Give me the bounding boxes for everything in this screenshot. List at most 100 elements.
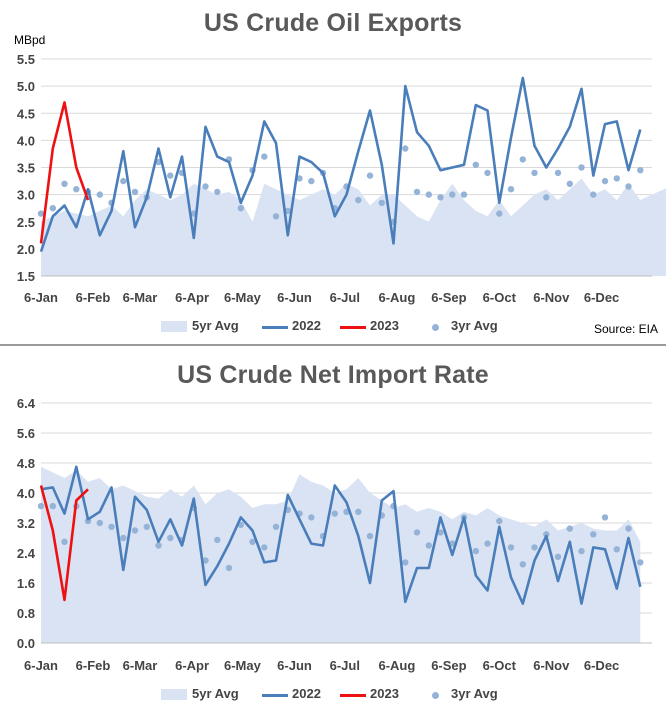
series-point-3yr-avg (402, 145, 409, 152)
x-tick-label: 6-Oct (483, 290, 517, 305)
x-tick-label: 6-Jan (24, 290, 58, 305)
series-point-3yr-avg (378, 199, 385, 206)
y-axis-unit-label: MBpd (14, 33, 46, 47)
y-tick-label: 3.5 (17, 161, 35, 176)
series-point-3yr-avg (73, 186, 80, 193)
x-tick-label: 6-Nov (533, 290, 570, 305)
y-tick-label: 2.4 (17, 546, 36, 561)
legend-swatch-2022 (262, 694, 288, 697)
series-point-3yr-avg (366, 172, 374, 179)
series-point-3yr-avg (425, 191, 432, 198)
series-point-3yr-avg (566, 525, 573, 532)
series-point-3yr-avg (355, 196, 362, 204)
series-point-3yr-avg (601, 514, 609, 521)
series-point-3yr-avg (225, 564, 233, 572)
series-point-3yr-avg (214, 536, 221, 544)
series-point-3yr-avg (601, 177, 609, 185)
x-tick-label: 6-Sep (431, 658, 466, 673)
series-point-3yr-avg (131, 527, 139, 534)
x-tick-label: 6-Apr (175, 658, 209, 673)
x-tick-label: 6-Mar (123, 290, 158, 305)
y-tick-label: 6.4 (17, 396, 36, 411)
series-point-3yr-avg (49, 502, 56, 510)
series-point-3yr-avg (554, 169, 562, 177)
series-line-2022 (40, 465, 642, 605)
series-point-3yr-avg (272, 523, 280, 530)
legend-swatch-5yr-avg (161, 689, 187, 700)
x-tick-label: 6-May (224, 658, 262, 673)
series-point-3yr-avg (167, 534, 174, 542)
series-point-3yr-avg (96, 519, 104, 527)
series-point-3yr-avg (460, 191, 468, 198)
x-tick-label: 6-May (224, 290, 262, 305)
y-tick-label: 1.5 (17, 269, 35, 284)
source-note: Source: EIA (593, 322, 658, 336)
series-line-2022 (39, 76, 642, 253)
series-point-3yr-avg (507, 186, 515, 193)
series-line-2023 (39, 485, 89, 602)
x-tick-label: 6-Dec (584, 290, 619, 305)
y-tick-label: 4.5 (17, 106, 35, 121)
series-point-3yr-avg (566, 180, 573, 187)
legend-label-2022: 2022 (292, 318, 321, 333)
net-import-chart-panel: US Crude Net Import Rate 0.0 0.8 1.6 2.4 3.2… (0, 346, 666, 702)
x-tick-label: 6-Sep (431, 290, 466, 305)
exports-chart-panel: US Crude Oil Exports MBpd 1.5 2.0 2.5 3.0 3.… (0, 0, 666, 346)
series-point-3yr-avg (272, 213, 280, 220)
series-point-3yr-avg (531, 544, 538, 551)
series-point-3yr-avg (507, 544, 515, 551)
series-point-3yr-avg (613, 175, 620, 182)
legend-label-2023: 2023 (370, 686, 399, 701)
y-tick-label: 4.8 (17, 456, 35, 471)
series-point-3yr-avg (202, 183, 209, 190)
series-point-3yr-avg (543, 531, 550, 538)
series-point-3yr-avg (37, 210, 45, 217)
series-point-3yr-avg (308, 514, 315, 521)
x-tick-label: 6-Aug (378, 290, 415, 305)
chart-title: US Crude Net Import Rate (177, 361, 489, 389)
series-point-3yr-avg (61, 538, 68, 545)
series-point-3yr-avg (425, 542, 432, 549)
x-tick-label: 6-Jan (24, 658, 58, 673)
series-point-3yr-avg (61, 180, 68, 187)
series-point-3yr-avg (249, 538, 256, 545)
x-tick-label: 6-Nov (533, 658, 570, 673)
y-tick-label: 4.0 (17, 133, 35, 148)
legend-label-3yr-avg: 3yr Avg (451, 686, 498, 701)
series-point-3yr-avg (625, 525, 632, 532)
series-point-3yr-avg (519, 561, 526, 568)
legend-label-5yr-avg: 5yr Avg (192, 686, 239, 701)
series-point-3yr-avg (472, 547, 479, 555)
series-point-3yr-avg (261, 544, 268, 551)
series-point-3yr-avg (261, 153, 268, 160)
y-tick-label: 4.0 (17, 486, 35, 501)
series-point-3yr-avg (284, 207, 291, 215)
series-point-3yr-avg (578, 164, 585, 171)
x-tick-label: 6-Aug (378, 658, 415, 673)
x-tick-label: 6-Mar (123, 658, 158, 673)
series-point-3yr-avg (214, 188, 221, 196)
y-tick-label: 5.5 (17, 52, 35, 67)
y-tick-label: 3.0 (17, 188, 35, 203)
series-point-3yr-avg (590, 191, 597, 198)
legend-swatch-3yr-avg (432, 324, 439, 331)
series-point-3yr-avg (554, 553, 562, 560)
series-point-3yr-avg (37, 502, 45, 510)
series-point-3yr-avg (637, 167, 644, 174)
legend-swatch-2023 (340, 694, 366, 697)
y-tick-label: 1.6 (17, 576, 35, 591)
series-point-3yr-avg (531, 169, 538, 177)
series-point-3yr-avg (402, 559, 409, 566)
x-tick-label: 6-Jun (277, 290, 312, 305)
series-point-3yr-avg (308, 177, 315, 185)
series-point-3yr-avg (413, 529, 421, 536)
net-import-chart-plot: 0.0 0.8 1.6 2.4 3.2 4.0 4.8 5.6 6.4 6-Jan 6-Feb 6-M… (17, 396, 652, 673)
exports-chart-plot: 1.5 2.0 2.5 3.0 3.5 4.0 4.5 5.0 5.5 6-Jan 6-Feb 6-M… (17, 52, 666, 305)
x-tick-label: 6-Feb (76, 290, 111, 305)
x-tick-label: 6-Feb (76, 658, 111, 673)
series-point-3yr-avg (449, 540, 456, 547)
y-tick-label: 0.0 (17, 636, 35, 651)
series-point-3yr-avg (590, 531, 597, 538)
series-point-3yr-avg (120, 534, 127, 542)
series-point-3yr-avg (96, 191, 104, 198)
